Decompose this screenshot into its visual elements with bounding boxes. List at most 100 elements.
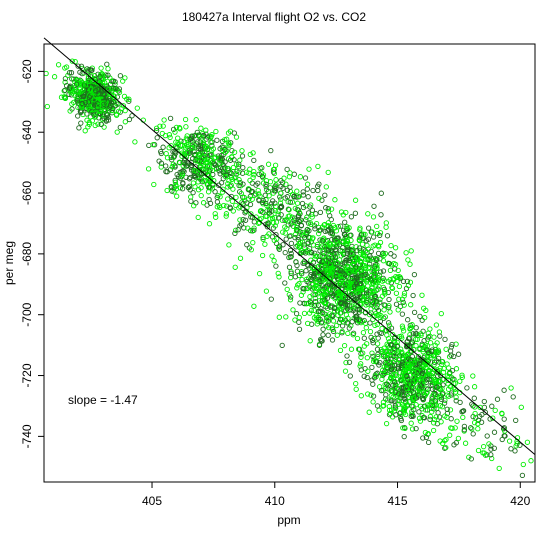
scatter-point — [431, 334, 437, 340]
scatter-point — [341, 342, 348, 349]
scatter-point — [260, 209, 266, 215]
scatter-point — [310, 187, 316, 194]
scatter-point — [391, 362, 397, 368]
scatter-point — [323, 246, 329, 252]
y-tick-label: -720 — [20, 363, 34, 387]
scatter-point — [212, 162, 218, 168]
scatter-point — [384, 381, 390, 387]
scatter-point — [244, 242, 250, 248]
scatter-point — [334, 332, 340, 338]
scatter-point — [278, 190, 284, 196]
scatter-point — [340, 244, 346, 251]
scatter-point — [315, 163, 321, 170]
scatter-point — [461, 427, 468, 433]
scatter-point — [427, 416, 433, 423]
scatter-point — [365, 368, 371, 374]
scatter-point — [193, 158, 199, 164]
scatter-point — [84, 117, 90, 123]
scatter-point — [434, 384, 440, 390]
scatter-point — [416, 389, 423, 395]
scatter-point — [134, 105, 140, 111]
scatter-point — [460, 414, 466, 421]
scatter-point — [332, 225, 338, 231]
scatter-point — [319, 258, 326, 264]
scatter-point — [400, 278, 407, 285]
scatter-point — [448, 416, 454, 422]
scatter-point — [457, 399, 463, 406]
scatter-point — [296, 244, 303, 251]
scatter-point — [291, 193, 297, 199]
scatter-point — [457, 378, 463, 384]
scatter-point — [409, 348, 415, 354]
scatter-point — [407, 261, 413, 267]
scatter-point — [382, 291, 388, 297]
scatter-point — [410, 403, 416, 410]
scatter-point — [369, 268, 375, 275]
scatter-point — [75, 113, 81, 119]
plot-frame — [43, 43, 536, 483]
scatter-point — [175, 135, 181, 141]
scatter-point — [395, 366, 402, 372]
scatter-point — [480, 450, 486, 456]
scatter-point — [475, 426, 481, 432]
scatter-point — [183, 124, 189, 130]
scatter-point — [333, 228, 340, 234]
scatter-point — [183, 135, 190, 141]
scatter-point — [275, 211, 281, 217]
scatter-point — [325, 169, 331, 176]
scatter-point — [92, 114, 98, 120]
scatter-point — [332, 277, 338, 283]
scatter-point — [69, 101, 75, 107]
scatter-point — [374, 346, 381, 352]
scatter-point — [372, 372, 378, 378]
scatter-point — [251, 303, 257, 309]
scatter-point — [191, 167, 198, 174]
scatter-point — [251, 172, 257, 178]
scatter-point — [190, 189, 196, 196]
scatter-point — [43, 70, 49, 77]
scatter-point — [374, 403, 381, 409]
scatter-point — [176, 125, 183, 131]
scatter-point — [413, 325, 419, 331]
scatter-point — [395, 391, 402, 397]
scatter-point — [305, 263, 311, 269]
scatter-point — [255, 180, 261, 186]
scatter-point — [409, 361, 415, 367]
scatter-point — [374, 302, 381, 308]
scatter-point — [287, 184, 293, 190]
scatter-point — [488, 446, 494, 452]
scatter-point — [453, 366, 460, 372]
scatter-point — [419, 413, 425, 419]
scatter-point — [259, 165, 265, 171]
scatter-point — [311, 302, 318, 309]
scatter-point — [295, 212, 302, 219]
scatter-point — [411, 390, 417, 396]
scatter-point — [354, 335, 361, 342]
scatter-point — [222, 173, 229, 180]
scatter-point — [231, 130, 237, 136]
scatter-point — [369, 293, 375, 299]
scatter-point — [390, 382, 396, 388]
scatter-point — [304, 227, 310, 233]
scatter-point — [69, 58, 75, 64]
scatter-point — [372, 273, 378, 280]
scatter-point — [278, 183, 284, 190]
scatter-point — [472, 410, 478, 417]
scatter-point — [319, 282, 325, 289]
scatter-point — [395, 386, 402, 392]
scatter-point — [414, 336, 420, 343]
scatter-point — [423, 359, 429, 365]
scatter-point — [391, 253, 397, 259]
scatter-point — [349, 267, 355, 273]
scatter-point — [334, 267, 340, 273]
scatter-point — [430, 402, 436, 409]
y-tick-label: -640 — [20, 120, 34, 144]
scatter-point — [186, 150, 193, 156]
scatter-point — [431, 420, 437, 426]
scatter-point — [250, 174, 256, 181]
scatter-point — [173, 150, 179, 156]
scatter-point — [429, 396, 435, 402]
scatter-point — [207, 200, 214, 207]
x-axis-title: ppm — [277, 513, 300, 527]
